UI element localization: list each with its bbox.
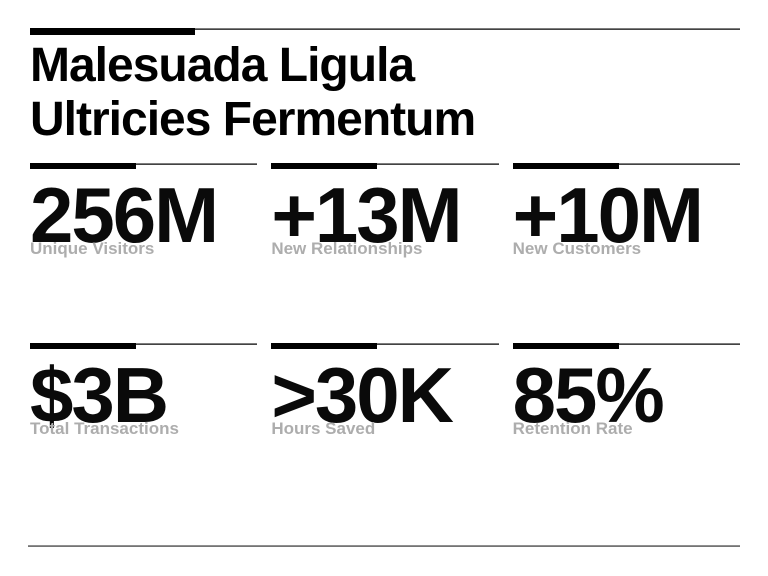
- stat-divider-line: [512, 163, 740, 165]
- stat-divider-line: [30, 343, 258, 345]
- stat-divider-accent-bar: [271, 163, 378, 169]
- stat-divider: [512, 163, 740, 169]
- title-divider-accent-bar: [30, 28, 195, 35]
- title-divider: [30, 28, 740, 35]
- title-divider-line: [30, 28, 740, 30]
- stat-unique-visitors: 256M Unique Visitors: [30, 163, 258, 259]
- stat-retention-rate: 85% Retention Rate: [512, 343, 740, 439]
- stat-label: Total Transactions: [30, 419, 179, 438]
- stat-label: New Customers: [512, 239, 642, 258]
- stat-label: Hours Saved: [271, 419, 376, 438]
- stat-divider: [30, 163, 258, 169]
- stat-label: New Relationships: [271, 239, 423, 258]
- stat-divider-line: [271, 343, 499, 345]
- title-line-2: Ultricies Fermentum: [30, 93, 476, 146]
- stat-divider-accent-bar: [30, 343, 136, 349]
- stat-new-relationships: +13M New Relationships: [271, 163, 499, 259]
- stat-value: $3B: [30, 351, 169, 439]
- stat-new-customers: +10M New Customers: [512, 163, 740, 259]
- stat-value: +13M: [271, 171, 462, 259]
- stat-value: +10M: [512, 171, 704, 259]
- stat-value: 85%: [512, 351, 665, 439]
- slide-title: Malesuada Ligula Ultricies Fermentum: [30, 39, 740, 147]
- stats-row-2: $3B Total Transactions >30K Hours Saved …: [30, 343, 740, 439]
- stat-divider-accent-bar: [512, 163, 619, 169]
- stat-label: Unique Visitors: [30, 239, 155, 258]
- stats-row-1: 256M Unique Visitors +13M New Relationsh…: [30, 163, 740, 259]
- stat-divider: [30, 343, 258, 349]
- stat-divider-line: [271, 163, 499, 165]
- stat-divider-accent-bar: [512, 343, 619, 349]
- stat-divider: [512, 343, 740, 349]
- footer-divider: [28, 545, 740, 547]
- stat-divider-line: [512, 343, 740, 345]
- stat-divider-line: [30, 163, 258, 165]
- stat-total-transactions: $3B Total Transactions: [30, 343, 258, 439]
- stat-label: Retention Rate: [512, 419, 633, 438]
- stat-value: 256M: [30, 171, 219, 259]
- title-line-1: Malesuada Ligula: [30, 39, 415, 92]
- stat-hours-saved: >30K Hours Saved: [271, 343, 499, 439]
- stat-divider: [271, 343, 499, 349]
- stat-divider-accent-bar: [30, 163, 136, 169]
- stat-divider: [271, 163, 499, 169]
- stat-value: >30K: [271, 351, 454, 439]
- stat-divider-accent-bar: [271, 343, 378, 349]
